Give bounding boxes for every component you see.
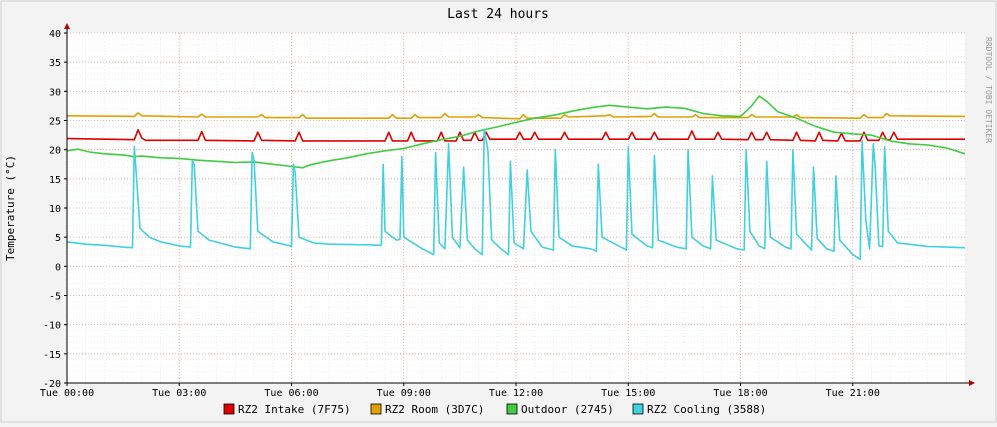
x-tick-label: Tue 21:00 (826, 388, 880, 399)
y-tick-label: 35 (49, 58, 61, 69)
series-line-2 (66, 95, 966, 169)
x-tick-label: Tue 03:00 (152, 388, 206, 399)
y-tick-label: -5 (49, 292, 61, 303)
x-tick-label: Tue 06:00 (264, 388, 318, 399)
y-tick-label: 5 (55, 233, 61, 244)
legend: RZ2 Intake (7F75) RZ2 Room (3D7C) Outdoor … (223, 403, 766, 416)
y-axis-arrow (64, 23, 70, 29)
chart-title: Last 24 hours (447, 7, 549, 22)
series-line-1 (66, 112, 966, 120)
series-line-3 (66, 128, 966, 261)
y-tick-label: 30 (49, 87, 61, 98)
watermark: RRDTOOL / TOBI OETIKER (984, 37, 993, 143)
legend-swatch-3 (632, 403, 644, 415)
legend-label-3: RZ2 Cooling (3588) (647, 403, 766, 416)
y-axis-label: Temperature (°C) (4, 155, 17, 261)
legend-label-2: Outdoor (2745) (521, 403, 614, 416)
y-tick-label: 20 (49, 146, 61, 157)
y-tick-label: 15 (49, 175, 61, 186)
x-tick-label: Tue 15:00 (601, 388, 655, 399)
y-tick-label: 40 (49, 29, 61, 40)
y-tick-label: 10 (49, 204, 61, 215)
x-tick-label: Tue 00:00 (40, 388, 94, 399)
legend-swatch-1 (370, 403, 382, 415)
x-tick-label: Tue 18:00 (713, 388, 767, 399)
y-tick-label: 0 (55, 262, 61, 273)
legend-swatch-2 (506, 403, 518, 415)
x-tick-label: Tue 12:00 (489, 388, 543, 399)
legend-label-1: RZ2 Room (3D7C) (385, 403, 484, 416)
y-tick-label: -10 (43, 321, 61, 332)
series-layer (66, 95, 966, 261)
series-line-0 (66, 129, 965, 142)
legend-label-0: RZ2 Intake (7F75) (238, 403, 351, 416)
y-tick-label: -20 (43, 379, 61, 390)
grid-layer (66, 32, 965, 384)
legend-swatch-0 (223, 403, 235, 415)
x-tick-label: Tue 09:00 (377, 388, 431, 399)
y-tick-label: 25 (49, 117, 61, 128)
y-tick-label: -15 (43, 350, 61, 361)
x-axis-arrow (969, 380, 975, 386)
